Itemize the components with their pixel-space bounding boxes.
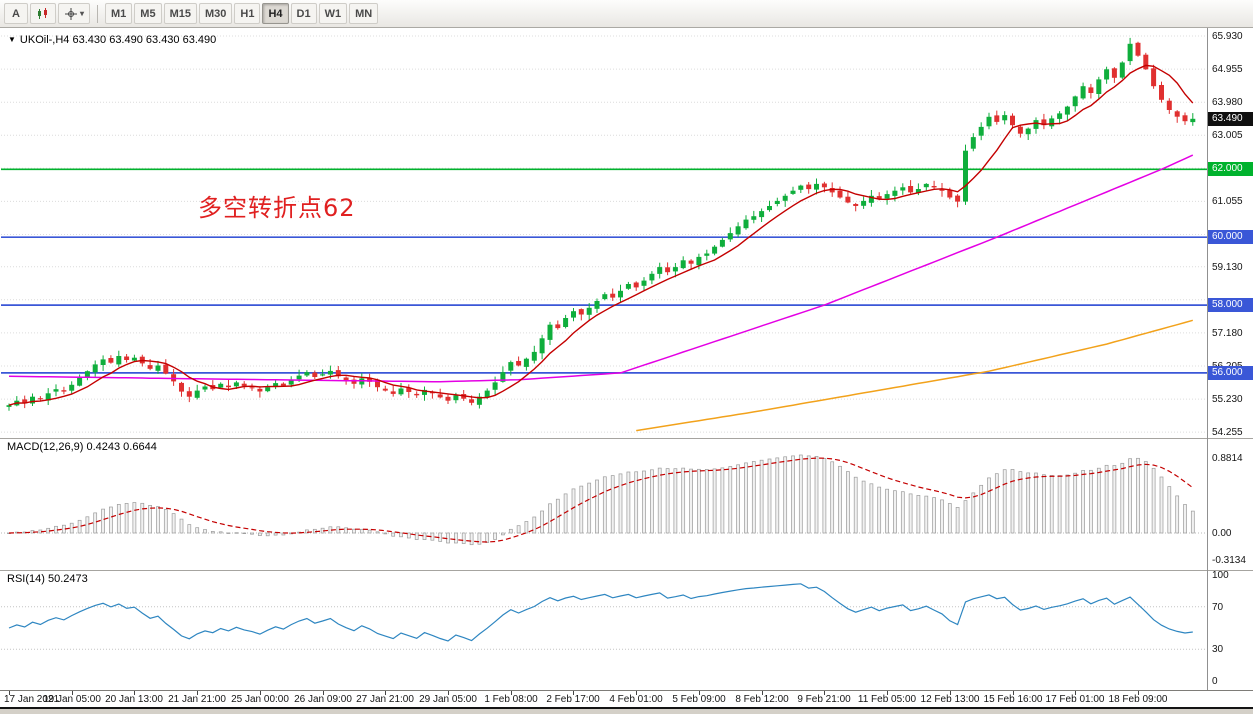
timeframe-toolbar: M1 M5 M15 M30 H1 H4 D1 W1 MN bbox=[105, 3, 379, 24]
grid-layer bbox=[1, 35, 1207, 433]
crosshair-icon bbox=[65, 7, 77, 20]
toolbar-separator bbox=[97, 4, 99, 23]
ma-mid-line bbox=[8, 154, 1194, 383]
timeframe-button-d1[interactable]: D1 bbox=[290, 3, 317, 24]
timeframe-button-h4[interactable]: H4 bbox=[262, 3, 289, 24]
main-toolbar: A ▾ M1 M5 M15 M30 H1 H4 D1 W1 MN bbox=[0, 0, 1253, 28]
candles-layer bbox=[6, 37, 1196, 411]
chart-window[interactable]: ▼ UKOil-,H4 63.430 63.490 63.430 63.490 多… bbox=[0, 28, 1253, 714]
dropdown-arrow-icon: ▾ bbox=[80, 9, 85, 18]
moving-averages-layer bbox=[8, 64, 1194, 432]
text-label-tool-button[interactable]: A bbox=[4, 3, 28, 24]
timeframe-button-h1[interactable]: H1 bbox=[234, 3, 261, 24]
bar-chart-icon bbox=[38, 7, 47, 19]
ma-slow-line bbox=[636, 319, 1194, 432]
ma-fast-line bbox=[8, 64, 1194, 406]
chart-canvas[interactable] bbox=[0, 28, 1253, 714]
timeframe-button-m30[interactable]: M30 bbox=[198, 3, 233, 24]
rsi-layer bbox=[1, 583, 1207, 650]
timeframe-button-mn[interactable]: MN bbox=[349, 3, 379, 24]
crosshair-tool-button[interactable]: ▾ bbox=[58, 3, 91, 24]
horizontal-price-lines[interactable] bbox=[1, 168, 1207, 374]
timeframe-button-m5[interactable]: M5 bbox=[134, 3, 162, 24]
text-tool-label: A bbox=[12, 7, 20, 20]
timeframe-button-w1[interactable]: W1 bbox=[318, 3, 348, 24]
chart-type-button[interactable] bbox=[30, 3, 56, 24]
timeframe-button-m1[interactable]: M1 bbox=[105, 3, 133, 24]
timeframe-button-m15[interactable]: M15 bbox=[163, 3, 197, 24]
macd-layer bbox=[1, 454, 1207, 546]
